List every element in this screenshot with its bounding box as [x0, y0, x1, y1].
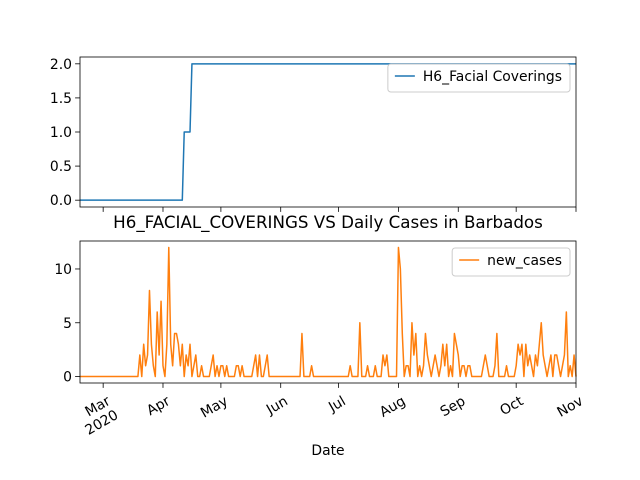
y-tick-label: 0	[63, 370, 72, 386]
x-tick-label: May	[198, 393, 231, 421]
axes-frame	[79, 240, 577, 384]
legend: H6_Facial Coverings	[387, 63, 571, 93]
x-tick-label: Jul	[325, 393, 348, 416]
y-tick-label: 10	[54, 262, 72, 278]
y-tick-label: 0.0	[50, 193, 72, 209]
x-tick-label: Mar2020	[75, 393, 122, 439]
x-tick-label: Jun	[263, 393, 291, 418]
x-tick-label: Oct	[497, 393, 526, 419]
legend-box	[451, 247, 571, 277]
y-tick-label: 1.5	[50, 91, 72, 107]
y-tick-label: 0.5	[50, 159, 72, 175]
data-line	[80, 246, 577, 378]
y-tick-label: 1.0	[50, 125, 72, 141]
x-tick-label: Sep	[438, 393, 469, 420]
legend-label: new_cases	[487, 253, 562, 269]
chart-title: H6_FACIAL_COVERINGS VS Daily Cases in Ba…	[113, 212, 543, 233]
axes-frame	[79, 56, 577, 208]
x-tick-label: Nov	[555, 393, 586, 420]
legend-box	[387, 63, 571, 93]
y-tick-label: 5	[63, 316, 72, 332]
x-axis-label: Date	[311, 443, 344, 459]
y-tick-label: 2.0	[50, 57, 72, 73]
x-tick-label: Aug	[377, 393, 408, 420]
legend: new_cases	[451, 247, 571, 277]
x-tick-label: Apr	[144, 393, 173, 419]
legend-label: H6_Facial Coverings	[423, 69, 562, 85]
